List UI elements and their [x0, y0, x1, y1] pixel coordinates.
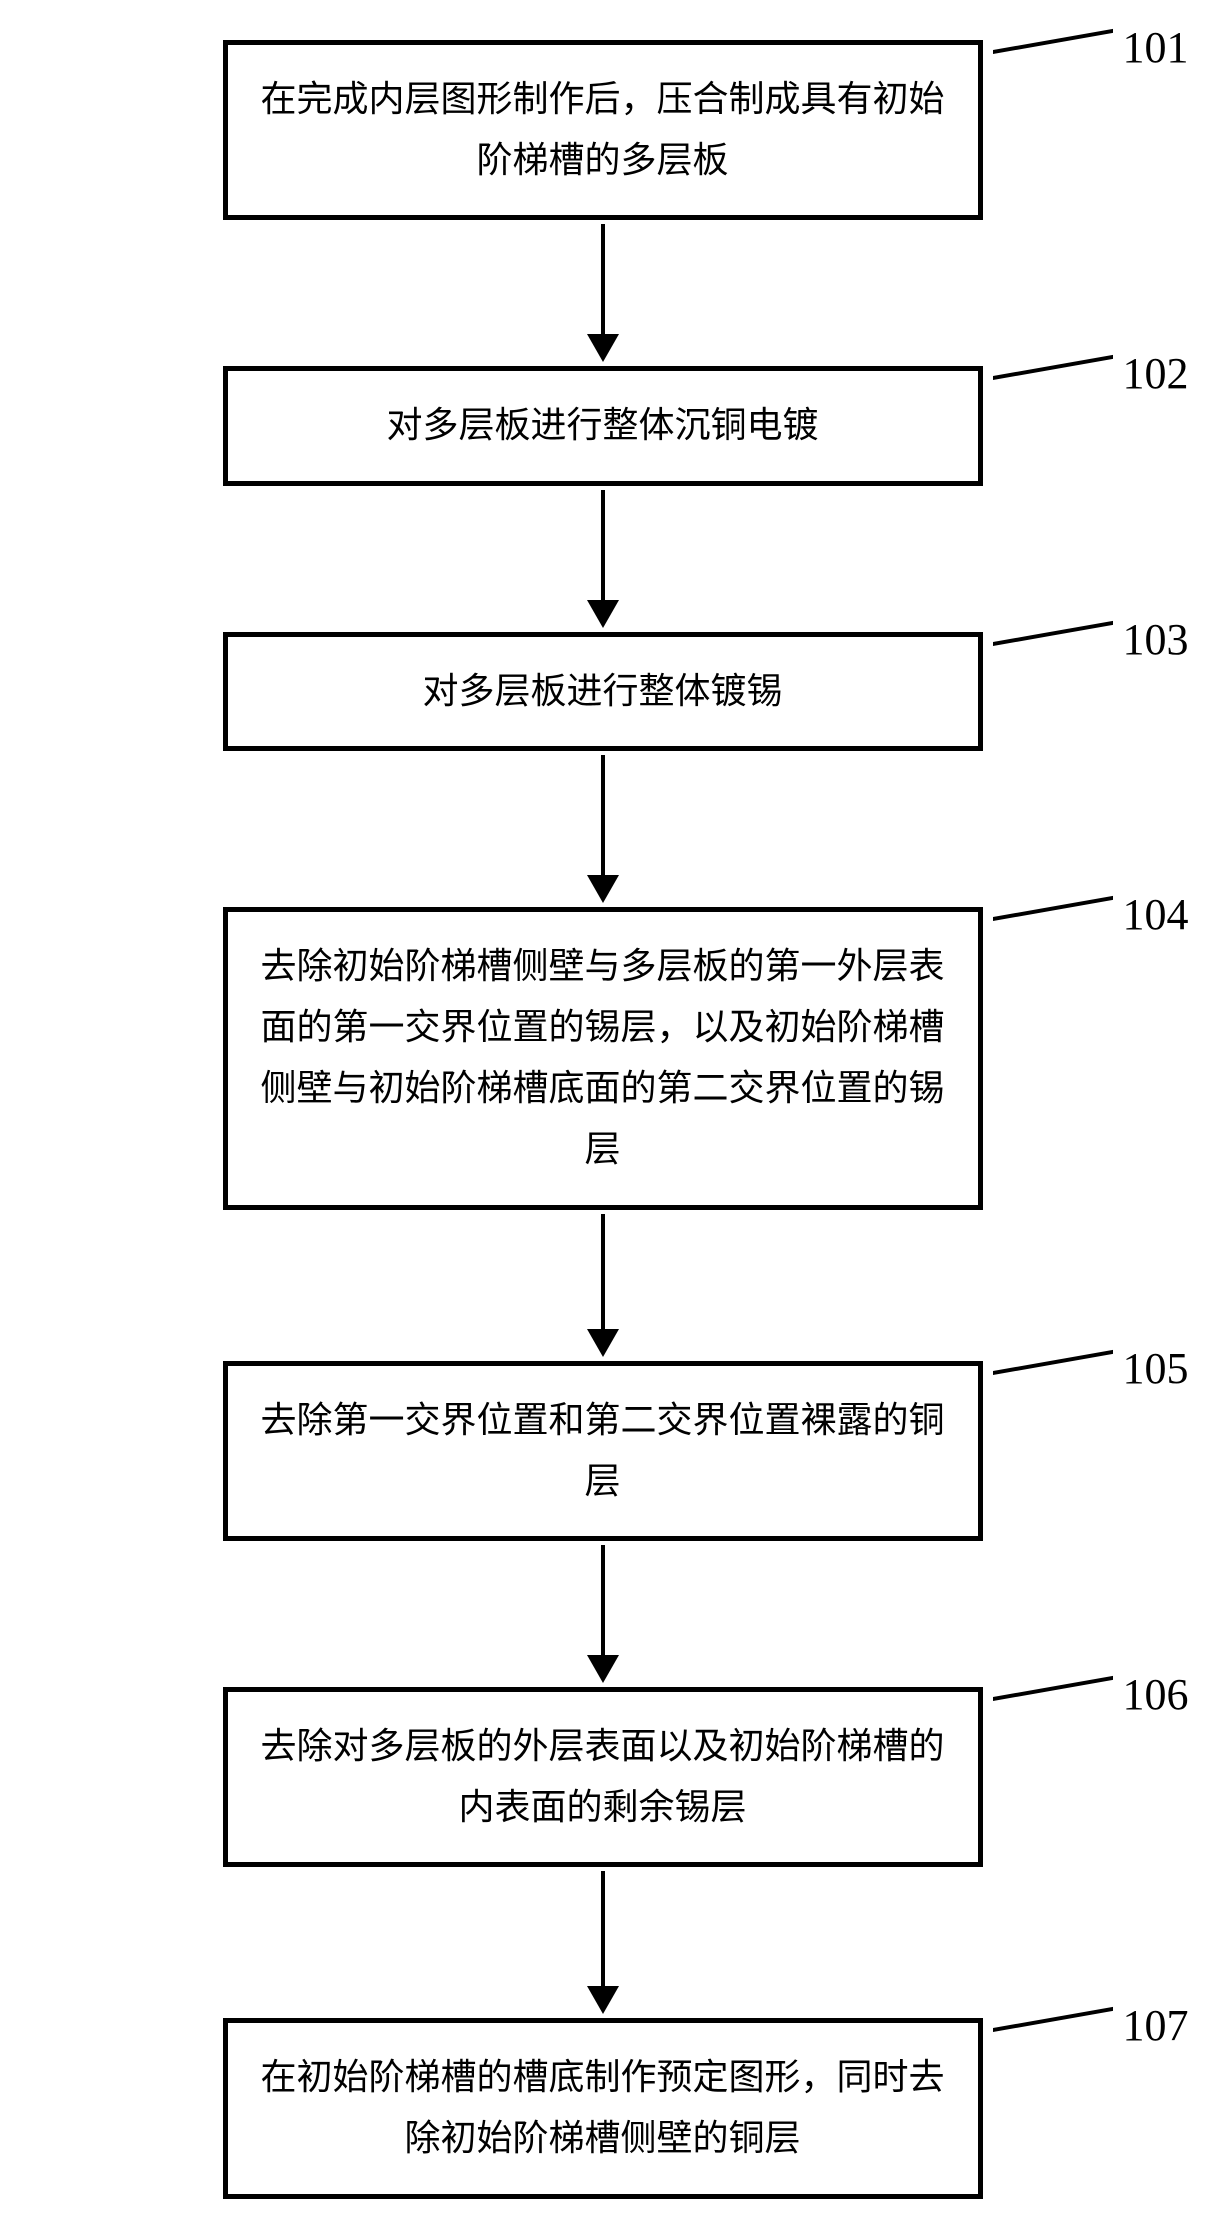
flow-arrow — [587, 224, 619, 362]
step-label-callout: 106 — [993, 1687, 1189, 1720]
arrow-head-icon — [587, 1329, 619, 1357]
callout-line — [993, 620, 1113, 663]
callout-line — [993, 29, 1113, 72]
flow-step-102: 对多层板进行整体沉铜电镀102 — [20, 366, 1185, 485]
callout-line — [993, 355, 1113, 398]
arrow-head-icon — [587, 600, 619, 628]
arrow-head-icon — [587, 1655, 619, 1683]
step-box: 去除初始阶梯槽侧壁与多层板的第一外层表面的第一交界位置的锡层，以及初始阶梯槽侧壁… — [223, 907, 983, 1210]
step-box: 在初始阶梯槽的槽底制作预定图形，同时去除初始阶梯槽侧壁的铜层 — [223, 2018, 983, 2198]
callout-line — [993, 1676, 1113, 1719]
flow-arrow — [587, 1214, 619, 1357]
step-number: 106 — [1123, 1669, 1189, 1720]
flow-step-105: 去除第一交界位置和第二交界位置裸露的铜层105 — [20, 1361, 1185, 1541]
flow-step-101: 在完成内层图形制作后，压合制成具有初始阶梯槽的多层板101 — [20, 40, 1185, 220]
step-number: 101 — [1123, 22, 1189, 73]
callout-line — [993, 1349, 1113, 1392]
step-box: 对多层板进行整体沉铜电镀 — [223, 366, 983, 485]
arrow-head-icon — [587, 875, 619, 903]
step-box: 对多层板进行整体镀锡 — [223, 632, 983, 751]
step-label-callout: 105 — [993, 1361, 1189, 1394]
arrow-shaft — [601, 224, 605, 334]
step-label-callout: 101 — [993, 40, 1189, 73]
step-number: 107 — [1123, 2000, 1189, 2051]
step-label-callout: 102 — [993, 366, 1189, 399]
arrow-head-icon — [587, 1986, 619, 2014]
arrow-shaft — [601, 1214, 605, 1329]
step-number: 102 — [1123, 348, 1189, 399]
flow-step-104: 去除初始阶梯槽侧壁与多层板的第一外层表面的第一交界位置的锡层，以及初始阶梯槽侧壁… — [20, 907, 1185, 1210]
flow-arrow — [587, 755, 619, 903]
callout-line — [993, 2007, 1113, 2050]
step-box: 去除第一交界位置和第二交界位置裸露的铜层 — [223, 1361, 983, 1541]
step-box: 在完成内层图形制作后，压合制成具有初始阶梯槽的多层板 — [223, 40, 983, 220]
step-label-callout: 107 — [993, 2018, 1189, 2051]
flow-arrow — [587, 490, 619, 628]
step-number: 104 — [1123, 889, 1189, 940]
flow-step-106: 去除对多层板的外层表面以及初始阶梯槽的内表面的剩余锡层106 — [20, 1687, 1185, 1867]
step-box: 去除对多层板的外层表面以及初始阶梯槽的内表面的剩余锡层 — [223, 1687, 983, 1867]
arrow-shaft — [601, 1545, 605, 1655]
flow-step-103: 对多层板进行整体镀锡103 — [20, 632, 1185, 751]
step-label-callout: 103 — [993, 632, 1189, 665]
arrow-head-icon — [587, 334, 619, 362]
step-label-callout: 104 — [993, 907, 1189, 940]
flowchart-container: 在完成内层图形制作后，压合制成具有初始阶梯槽的多层板101 对多层板进行整体沉铜电… — [20, 40, 1185, 2199]
step-number: 105 — [1123, 1343, 1189, 1394]
flow-arrow — [587, 1871, 619, 2014]
flow-step-107: 在初始阶梯槽的槽底制作预定图形，同时去除初始阶梯槽侧壁的铜层107 — [20, 2018, 1185, 2198]
callout-line — [993, 896, 1113, 939]
arrow-shaft — [601, 755, 605, 875]
arrow-shaft — [601, 1871, 605, 1986]
step-number: 103 — [1123, 614, 1189, 665]
arrow-shaft — [601, 490, 605, 600]
flow-arrow — [587, 1545, 619, 1683]
